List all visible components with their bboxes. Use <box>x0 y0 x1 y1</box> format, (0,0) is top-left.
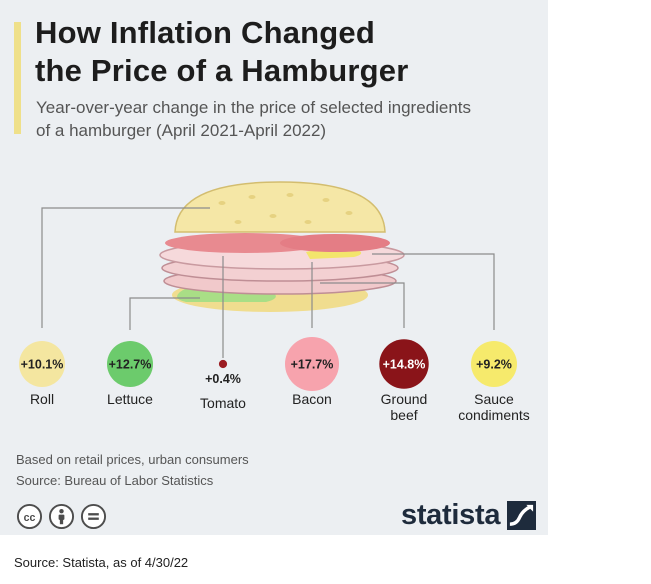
brand-name: statista <box>401 499 501 531</box>
bubble-lettuce <box>107 341 153 387</box>
burger-chart: +10.1% Roll +12.7% Lettuce +0.4% Tomato +17.7%… <box>19 181 530 423</box>
category-label-bacon: Bacon <box>292 391 332 407</box>
leader-line-lettuce <box>129 297 200 330</box>
subtitle-line-2: of a hamburger (April 2021-April 2022) <box>36 121 327 140</box>
hamburger-illustration <box>159 181 405 312</box>
value-label-ground-beef: +14.8% <box>383 358 426 372</box>
bubble-tomato <box>218 359 228 369</box>
no-derivatives-icon[interactable] <box>80 503 107 530</box>
bacon-strip <box>280 234 390 252</box>
bubble-series: +10.1% Roll +12.7% Lettuce +0.4% Tomato +17.7%… <box>19 337 530 423</box>
leader-line-roll <box>41 207 210 328</box>
leader-lines <box>41 207 495 358</box>
source-text: Source: Bureau of Labor Statistics <box>16 473 214 488</box>
sesame-seeds <box>218 193 353 224</box>
category-label-sauce-condiments: Sauce condiments <box>458 391 530 423</box>
statista-logo-icon <box>507 500 537 530</box>
bubble-sauce-condiments <box>471 341 517 387</box>
creative-commons-icon[interactable]: cc <box>16 503 43 530</box>
accent-bar <box>14 22 21 134</box>
bubble-bacon <box>285 337 339 391</box>
statista-brand[interactable]: statista <box>401 498 537 532</box>
subtitle-line-1: Year-over-year change in the price of se… <box>36 98 472 117</box>
bubble-roll <box>19 341 65 387</box>
note-text: Based on retail prices, urban consumers <box>16 452 249 467</box>
value-label-lettuce: +12.7% <box>109 358 152 372</box>
category-label-roll: Roll <box>30 391 54 407</box>
title-line-1: How Inflation Changed <box>35 15 376 50</box>
tomato-slice <box>165 233 325 253</box>
category-label-lettuce: Lettuce <box>107 391 153 407</box>
category-label-ground-beef: Ground beef <box>381 391 428 423</box>
title-line-2: the Price of a Hamburger <box>35 53 409 88</box>
value-label-bacon: +17.7% <box>291 358 334 372</box>
chart-subtitle: Year-over-year change in the price of se… <box>36 96 536 142</box>
value-label-sauce-condiments: +9.2% <box>476 358 512 372</box>
category-label-tomato: Tomato <box>200 395 246 411</box>
footnotes: Based on retail prices, urban consumers … <box>16 449 249 491</box>
bubble-ground-beef <box>379 339 429 389</box>
svg-text:cc: cc <box>24 512 36 524</box>
value-label-tomato: +0.4% <box>205 372 241 386</box>
leader-line-sauce <box>372 253 495 330</box>
leader-line-ground-beef <box>320 282 405 328</box>
source-caption: Source: Statista, as of 4/30/22 <box>14 555 189 570</box>
chart-title: How Inflation Changed the Price of a Ham… <box>35 14 408 90</box>
attribution-person-icon[interactable] <box>48 503 75 530</box>
license-icons: cc <box>16 503 107 530</box>
value-label-roll: +10.1% <box>21 358 64 372</box>
top-bun <box>174 181 386 233</box>
